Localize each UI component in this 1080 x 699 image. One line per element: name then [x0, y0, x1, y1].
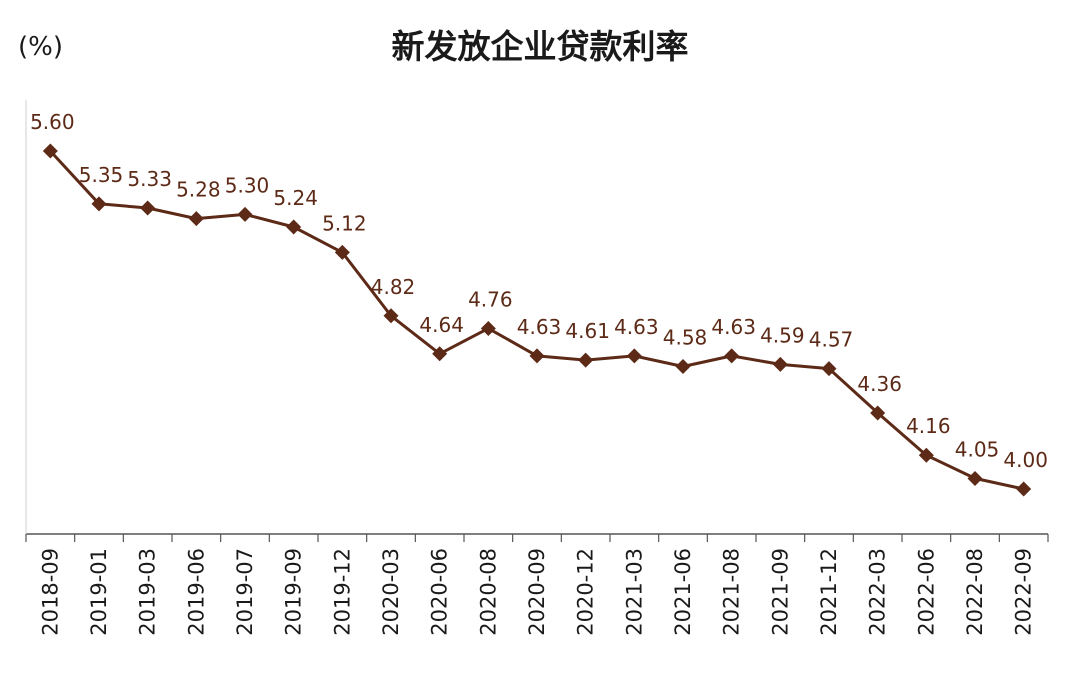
x-tick-label: 2019-06	[184, 548, 208, 636]
data-point-marker	[724, 348, 740, 364]
data-label: 4.63	[711, 315, 756, 339]
data-point-marker	[1016, 481, 1032, 497]
x-tick-label: 2019-09	[282, 548, 306, 636]
data-label: 4.63	[614, 315, 659, 339]
data-label: 4.57	[809, 328, 854, 352]
x-tick-label: 2020-03	[379, 548, 403, 636]
data-point-marker	[383, 308, 399, 324]
x-tick-label: 2020-08	[476, 548, 500, 636]
data-label: 4.63	[517, 315, 562, 339]
x-tick-label: 2018-09	[38, 548, 62, 636]
x-tick-label: 2021-12	[817, 548, 841, 636]
data-label: 4.58	[663, 325, 708, 349]
data-label: 4.16	[906, 414, 951, 438]
data-point-marker	[675, 358, 691, 374]
data-label: 4.00	[1003, 448, 1048, 472]
x-tick-labels: 2018-09 2019-01 2019-03 2019-06 2019-07 2019-…	[38, 548, 1035, 636]
x-tick-label: 2022-09	[1012, 548, 1036, 636]
data-label: 4.36	[857, 372, 902, 396]
data-label: 5.60	[30, 110, 75, 134]
data-label: 5.33	[127, 167, 172, 191]
data-point-marker	[626, 348, 642, 364]
data-point-marker	[918, 447, 934, 463]
y-unit-label: (%)	[18, 32, 63, 62]
data-labels: 5.60 5.35 5.33 5.28 5.305.245.12 4.824.644.76…	[30, 110, 1048, 472]
data-point-marker	[821, 361, 837, 377]
data-point-marker	[42, 143, 58, 159]
data-label: 4.59	[760, 323, 805, 347]
chart-title: 新发放企业贷款利率	[392, 27, 689, 66]
data-label: 5.30	[225, 173, 270, 197]
data-point-marker	[432, 346, 448, 362]
x-tick-label: 2021-08	[720, 548, 744, 636]
x-tick-label: 2022-08	[963, 548, 987, 636]
data-point-marker	[480, 320, 496, 336]
data-point-marker	[529, 348, 545, 364]
data-point-marker	[91, 196, 107, 212]
data-point-marker	[870, 405, 886, 421]
x-tick-label: 2021-06	[671, 548, 695, 636]
data-point-marker	[286, 219, 302, 235]
data-point-marker	[967, 470, 983, 486]
data-point-marker	[188, 211, 204, 227]
x-tick-label: 2020-12	[574, 548, 598, 636]
x-tick-label: 2019-01	[87, 548, 111, 636]
data-label: 4.82	[371, 275, 416, 299]
data-label: 4.64	[419, 313, 464, 337]
data-point-marker	[578, 352, 594, 368]
x-tick-label: 2022-03	[866, 548, 890, 636]
data-label: 4.05	[955, 437, 1000, 461]
x-tick-label: 2019-03	[136, 548, 160, 636]
data-point-marker	[237, 206, 253, 222]
x-tick-label: 2020-06	[428, 548, 452, 636]
x-tick-label: 2021-03	[622, 548, 646, 636]
data-point-marker	[772, 356, 788, 372]
x-tick-label: 2022-06	[914, 548, 938, 636]
data-label: 5.28	[176, 178, 221, 202]
x-tick-label: 2020-09	[525, 548, 549, 636]
data-label: 5.24	[273, 186, 318, 210]
data-label: 4.61	[565, 319, 610, 343]
x-tick-label: 2019-12	[330, 548, 354, 636]
x-tick-label: 2021-09	[768, 548, 792, 636]
data-point-marker	[140, 200, 156, 216]
data-label: 5.35	[79, 163, 124, 187]
x-tick-label: 2019-07	[233, 548, 257, 636]
data-label: 5.12	[322, 211, 367, 235]
data-label: 4.76	[468, 287, 513, 311]
axes	[25, 100, 1049, 542]
series-group	[42, 143, 1032, 497]
data-point-marker	[334, 244, 350, 260]
